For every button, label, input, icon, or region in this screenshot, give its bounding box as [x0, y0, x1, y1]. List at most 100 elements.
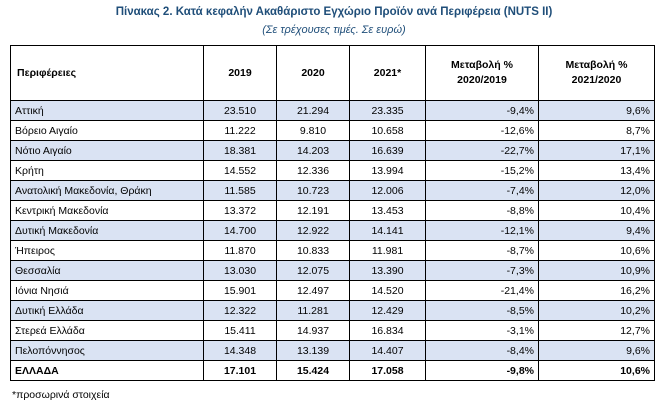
cell-change-2020-2019: -9,4% [425, 100, 539, 121]
cell-2019: 11.870 [203, 240, 277, 261]
cell-2019: 14.348 [203, 340, 277, 361]
cell-2021: 14.520 [349, 280, 426, 301]
table-subtitle: (Σε τρέχουσες τιμές. Σε ευρώ) [262, 24, 406, 36]
cell-2020: 9.810 [276, 120, 350, 141]
cell-change-2020-2019: -21,4% [425, 280, 539, 301]
cell-2021: 10.658 [349, 120, 426, 141]
table-row: Αττική 23.510 21.294 23.335 -9,4% 9,6% [10, 100, 655, 121]
table-body: Αττική 23.510 21.294 23.335 -9,4% 9,6% Βόρειο … [10, 100, 655, 381]
cell-change-2021-2020: 12,0% [538, 180, 655, 201]
cell-change-2020-2019: -15,2% [425, 160, 539, 181]
cell-2021: 12.429 [349, 300, 426, 321]
table-row: Θεσσαλία 13.030 12.075 13.390 -7,3% 10,9% [10, 260, 655, 281]
total-row: ΕΛΛΑΔΑ 17.101 15.424 17.058 -9,8% 10,6% [10, 360, 655, 381]
header-change-2020-2019: Μεταβολή % 2020/2019 [425, 45, 539, 101]
header-region: Περιφέρειες [10, 45, 204, 101]
total-cell-change-2021-2020: 10,6% [538, 360, 655, 381]
cell-region: Στερεά Ελλάδα [10, 320, 204, 341]
cell-change-2021-2020: 13,4% [538, 160, 655, 181]
cell-2020: 12.497 [276, 280, 350, 301]
cell-change-2021-2020: 17,1% [538, 140, 655, 161]
cell-change-2021-2020: 10,4% [538, 200, 655, 221]
table-row: Κεντρική Μακεδονία 13.372 12.191 13.453 -8,8… [10, 200, 655, 221]
cell-2021: 13.390 [349, 260, 426, 281]
table-row: Νότιο Αιγαίο 18.381 14.203 16.639 -22,7% 17,1… [10, 140, 655, 161]
cell-2021: 13.994 [349, 160, 426, 181]
cell-region: Ανατολική Μακεδονία, Θράκη [10, 180, 204, 201]
cell-region: Ιόνια Νησιά [10, 280, 204, 301]
cell-region: Βόρειο Αιγαίο [10, 120, 204, 141]
cell-region: Κρήτη [10, 160, 204, 181]
cell-change-2020-2019: -12,6% [425, 120, 539, 141]
cell-region: Θεσσαλία [10, 260, 204, 281]
table-row: Ανατολική Μακεδονία, Θράκη 11.585 10.723 12… [10, 180, 655, 201]
total-cell-2019: 17.101 [203, 360, 277, 381]
total-cell-region: ΕΛΛΑΔΑ [10, 360, 204, 381]
footnote: *προσωρινά στοιχεία [12, 389, 110, 401]
cell-change-2021-2020: 12,7% [538, 320, 655, 341]
cell-2019: 23.510 [203, 100, 277, 121]
cell-2019: 15.411 [203, 320, 277, 341]
cell-change-2021-2020: 9,6% [538, 340, 655, 361]
table-row: Βόρειο Αιγαίο 11.222 9.810 10.658 -12,6% 8,7% [10, 120, 655, 141]
cell-change-2020-2019: -8,8% [425, 200, 539, 221]
cell-2020: 14.937 [276, 320, 350, 341]
cell-change-2021-2020: 10,6% [538, 240, 655, 261]
cell-region: Νότιο Αιγαίο [10, 140, 204, 161]
table-row: Δυτική Ελλάδα 12.322 11.281 12.429 -8,5% 10,2… [10, 300, 655, 321]
total-cell-2020: 15.424 [276, 360, 350, 381]
cell-region: Πελοπόννησος [10, 340, 204, 361]
cell-2021: 14.407 [349, 340, 426, 361]
cell-2020: 12.075 [276, 260, 350, 281]
cell-2019: 13.030 [203, 260, 277, 281]
header-change-2021-2020-line1: Μεταβολή % [565, 59, 628, 71]
cell-change-2021-2020: 10,9% [538, 260, 655, 281]
table-row: Δυτική Μακεδονία 14.700 12.922 14.141 -12,1%… [10, 220, 655, 241]
total-cell-2021: 17.058 [349, 360, 426, 381]
cell-2019: 14.700 [203, 220, 277, 241]
cell-change-2021-2020: 8,7% [538, 120, 655, 141]
header-row: Περιφέρειες 2019 2020 2021* Μεταβολή % 2… [10, 45, 655, 101]
cell-change-2020-2019: -12,1% [425, 220, 539, 241]
cell-region: Δυτική Μακεδονία [10, 220, 204, 241]
gdp-table: Περιφέρειες 2019 2020 2021* Μεταβολή % 2… [10, 45, 655, 381]
cell-region: Ήπειρος [10, 240, 204, 261]
table-row: Ήπειρος 11.870 10.833 11.981 -8,7% 10,6% [10, 240, 655, 261]
cell-region: Αττική [10, 100, 204, 121]
table-row: Κρήτη 14.552 12.336 13.994 -15,2% 13,4% [10, 160, 655, 181]
cell-2020: 10.723 [276, 180, 350, 201]
header-2021: 2021* [349, 45, 426, 101]
cell-2019: 14.552 [203, 160, 277, 181]
cell-2020: 21.294 [276, 100, 350, 121]
cell-2021: 13.453 [349, 200, 426, 221]
cell-change-2020-2019: -7,3% [425, 260, 539, 281]
cell-change-2020-2019: -7,4% [425, 180, 539, 201]
cell-2021: 23.335 [349, 100, 426, 121]
cell-2020: 11.281 [276, 300, 350, 321]
cell-2020: 12.191 [276, 200, 350, 221]
header-2020: 2020 [276, 45, 350, 101]
table-row: Στερεά Ελλάδα 15.411 14.937 16.834 -3,1% 12,7… [10, 320, 655, 341]
cell-2019: 13.372 [203, 200, 277, 221]
cell-2020: 12.336 [276, 160, 350, 181]
cell-region: Κεντρική Μακεδονία [10, 200, 204, 221]
cell-2020: 12.922 [276, 220, 350, 241]
header-change-2020-2019-line2: 2020/2019 [457, 74, 507, 86]
header-change-2020-2019-line1: Μεταβολή % [451, 59, 513, 71]
cell-2021: 11.981 [349, 240, 426, 261]
cell-change-2021-2020: 10,2% [538, 300, 655, 321]
header-2019: 2019 [203, 45, 277, 101]
cell-2020: 10.833 [276, 240, 350, 261]
table-row: Πελοπόννησος 14.348 13.139 14.407 -8,4% 9,6% [10, 340, 655, 361]
header-change-2021-2020-line2: 2021/2020 [571, 74, 622, 86]
cell-2019: 12.322 [203, 300, 277, 321]
cell-change-2020-2019: -8,7% [425, 240, 539, 261]
cell-change-2021-2020: 9,4% [538, 220, 655, 241]
cell-change-2020-2019: -3,1% [425, 320, 539, 341]
total-cell-change-2020-2019: -9,8% [425, 360, 539, 381]
cell-change-2020-2019: -8,4% [425, 340, 539, 361]
cell-change-2020-2019: -8,5% [425, 300, 539, 321]
cell-2020: 14.203 [276, 140, 350, 161]
cell-2019: 11.585 [203, 180, 277, 201]
cell-2021: 14.141 [349, 220, 426, 241]
